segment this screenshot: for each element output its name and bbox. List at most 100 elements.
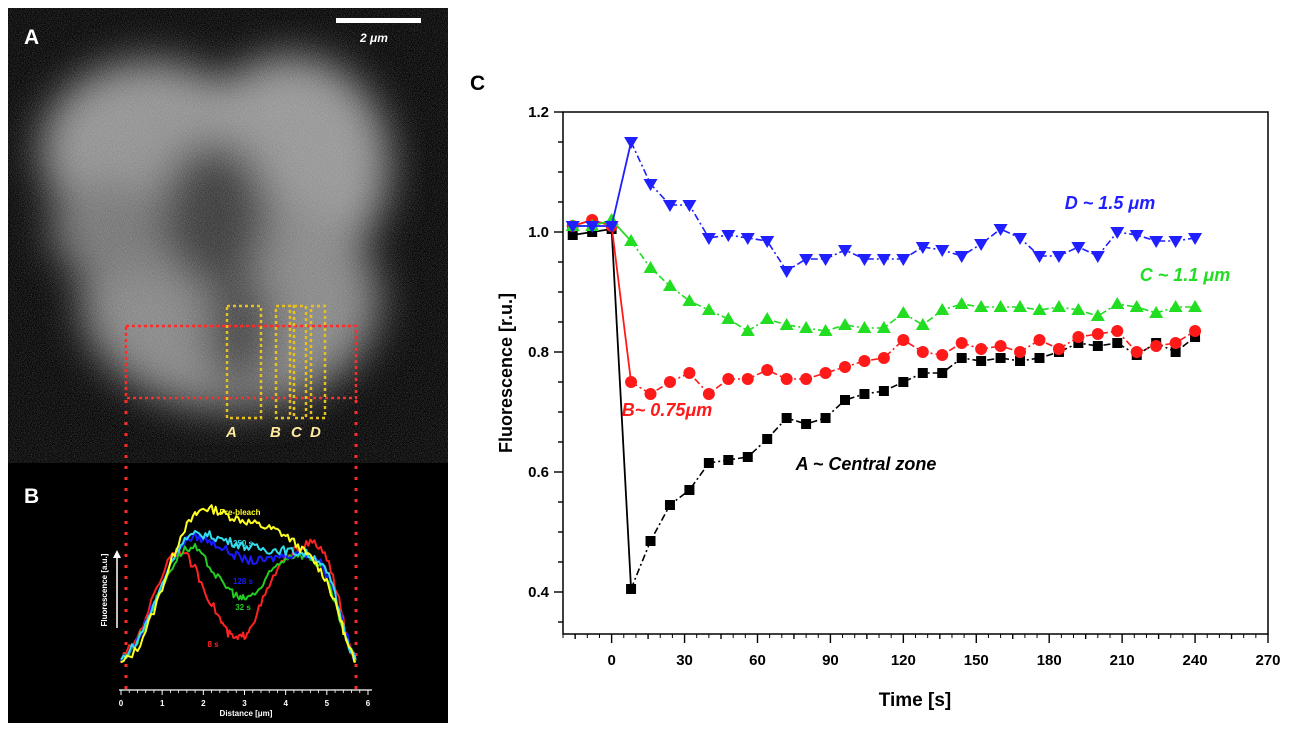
data-point (954, 251, 969, 263)
data-point (876, 321, 891, 333)
x-axis-label: Time [s] (879, 690, 952, 711)
data-point (935, 303, 950, 315)
data-point (604, 221, 619, 233)
data-point (839, 361, 851, 373)
roi-label-c: C (291, 424, 303, 441)
x-tick-label: 150 (964, 652, 989, 669)
data-point (955, 337, 968, 349)
roi-label-a: A (225, 424, 237, 441)
x-tick-label: 240 (1183, 652, 1208, 669)
roi-box-a (225, 304, 263, 420)
series-label-d: D ~ 1.5 μm (1065, 193, 1155, 213)
scale-bar-label: 2 μm (359, 31, 388, 45)
plot-ticks: 0 30 60 90 120 150 180 210 240 270 0.4 0.6 0.8 1.0 1.2 (528, 104, 1280, 669)
data-point (818, 254, 833, 266)
x-tick-label: 210 (1110, 652, 1135, 669)
panel-a: A 2 μm A B C D (8, 8, 448, 723)
data-point (742, 452, 753, 462)
profile-curve (120, 504, 357, 664)
data-point (838, 318, 852, 330)
data-point (1013, 233, 1028, 245)
recovery-series (565, 137, 1203, 594)
profile-label-prebleach: Pre-bleach (220, 508, 261, 517)
data-point (1188, 233, 1203, 245)
data-point (1188, 300, 1203, 312)
x-tick-label: 120 (891, 652, 916, 669)
data-point (878, 386, 889, 396)
data-point (956, 353, 967, 363)
data-point (761, 364, 774, 376)
data-point (936, 349, 949, 361)
x-tick-label: 270 (1255, 652, 1280, 669)
data-point (1189, 325, 1202, 337)
data-point (624, 234, 639, 246)
series-line (630, 240, 1196, 332)
profile-x-tick-label: 2 (201, 699, 206, 708)
y-tick-label: 0.4 (528, 584, 550, 601)
series-label-a: A ~ Central zone (795, 454, 937, 474)
data-point (662, 200, 677, 212)
data-point (820, 413, 831, 423)
series-label-c: C ~ 1.1 μm (1140, 265, 1230, 285)
data-point (684, 485, 695, 495)
data-point (937, 368, 948, 378)
profile-x-tick-label: 5 (325, 699, 330, 708)
data-point (1071, 303, 1086, 315)
data-point (760, 312, 775, 324)
cell-image (8, 8, 448, 463)
profile-y-label: Fluorescence [a.u.] (100, 553, 109, 626)
data-point (857, 321, 872, 333)
data-point (723, 455, 734, 465)
data-point (799, 321, 814, 333)
data-point (1130, 346, 1143, 358)
data-point (645, 536, 656, 546)
roi-box-c (292, 304, 308, 420)
data-point (877, 352, 890, 364)
data-point (1129, 230, 1144, 242)
data-point (626, 584, 637, 594)
panel-b: B 0 1 2 3 4 5 6 Fluorescence [a.u.] Distance [… (24, 485, 372, 718)
roi-box-b (274, 304, 292, 420)
data-point (1032, 251, 1047, 263)
data-point (701, 303, 716, 315)
y-axis-label: Fluorescence [r.u.] (496, 293, 516, 453)
data-point (935, 245, 950, 257)
data-point (1110, 227, 1125, 239)
series-label-b: B~ 0.75μm (622, 400, 712, 420)
data-point (858, 355, 871, 367)
data-point (800, 373, 813, 385)
data-point (702, 388, 715, 400)
data-point (721, 230, 736, 242)
profile-x-tick-label: 0 (119, 699, 124, 708)
data-point (1015, 356, 1026, 366)
data-point (994, 340, 1007, 352)
data-point (741, 373, 754, 385)
data-point (995, 353, 1006, 363)
data-point (779, 318, 794, 330)
scale-bar (336, 18, 421, 23)
profile-x-tick-label: 1 (160, 699, 165, 708)
data-point (1168, 236, 1183, 248)
data-point (876, 254, 891, 266)
y-tick-label: 0.8 (528, 344, 549, 361)
data-point (585, 221, 600, 233)
data-point (1111, 325, 1124, 337)
plot-frame (562, 111, 1269, 635)
bleach-roi (124, 324, 358, 400)
data-point (915, 318, 930, 330)
y-tick-label: 0.6 (528, 464, 549, 481)
data-point (565, 221, 580, 233)
profile-y-arrowhead (113, 550, 121, 558)
data-point (682, 294, 697, 306)
x-tick-label: 60 (749, 652, 766, 669)
data-point (625, 376, 638, 388)
data-point (1033, 334, 1046, 346)
x-tick-label: 0 (607, 652, 615, 669)
data-point (1072, 331, 1085, 343)
data-point (915, 242, 930, 254)
data-point (799, 254, 814, 266)
data-point (1071, 242, 1086, 254)
data-point (1090, 309, 1105, 321)
